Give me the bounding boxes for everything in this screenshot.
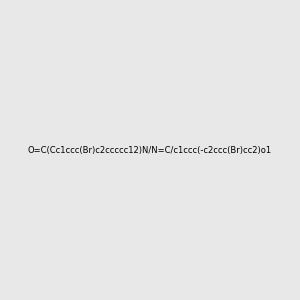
Text: O=C(Cc1ccc(Br)c2ccccc12)N/N=C/c1ccc(-c2ccc(Br)cc2)o1: O=C(Cc1ccc(Br)c2ccccc12)N/N=C/c1ccc(-c2c… — [28, 146, 272, 154]
